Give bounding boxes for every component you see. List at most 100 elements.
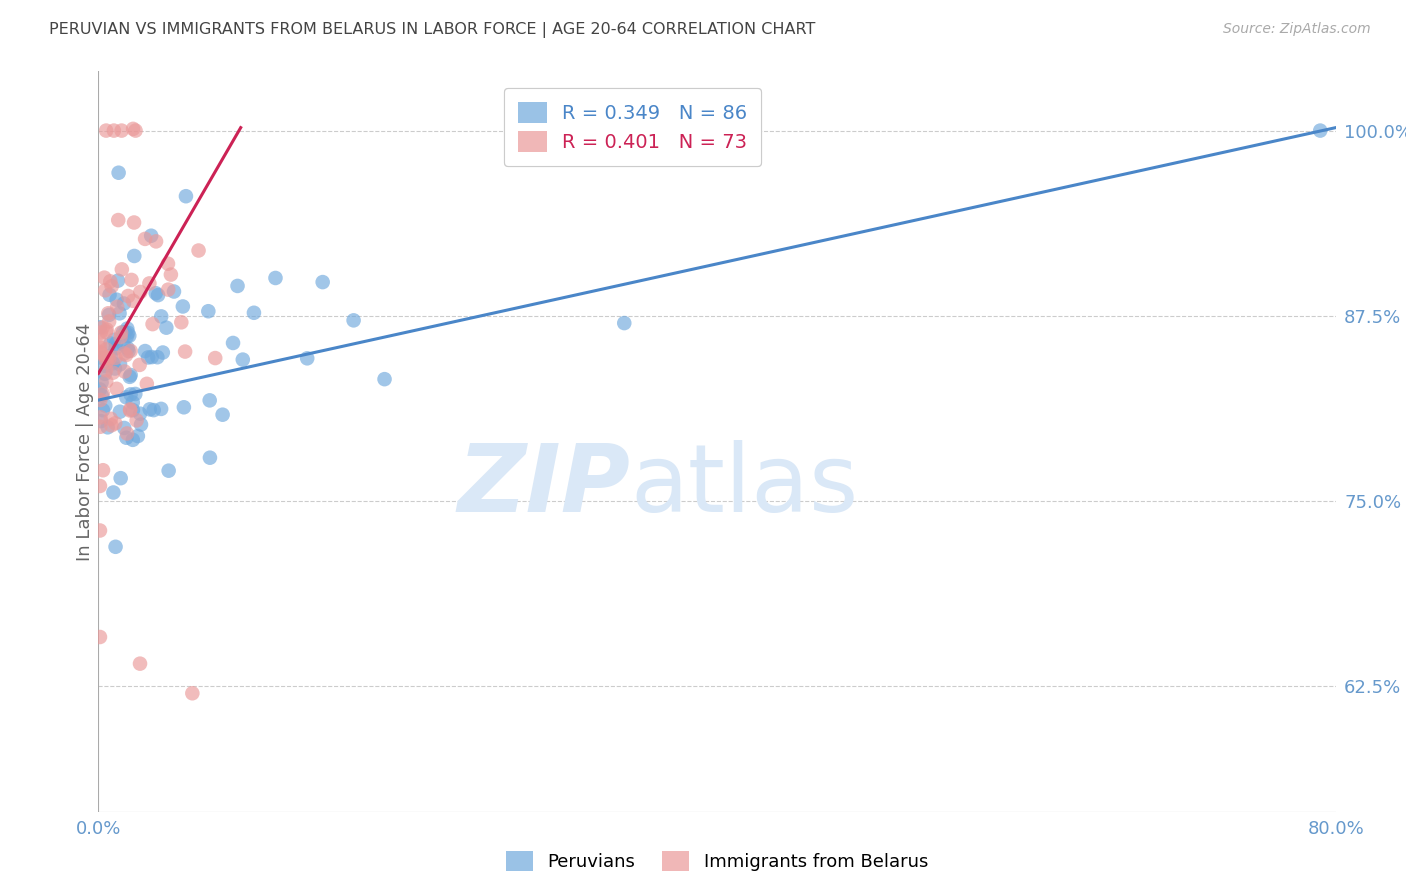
Point: [129, 417, 152, 432]
Point: [141, 228, 163, 243]
Point: [96, 351, 118, 365]
Point: [121, 433, 143, 447]
Text: atlas: atlas: [630, 440, 859, 532]
Point: [108, 306, 131, 320]
Point: [112, 296, 135, 310]
Point: [122, 215, 145, 229]
Point: [198, 450, 221, 465]
Text: ZIP: ZIP: [457, 440, 630, 532]
Point: [107, 274, 129, 288]
Point: [104, 417, 127, 431]
Point: [94, 359, 117, 373]
Point: [174, 189, 197, 203]
Point: [98, 308, 121, 322]
Point: [312, 275, 335, 289]
Point: [122, 403, 145, 417]
Point: [117, 344, 139, 359]
Point: [613, 316, 636, 330]
Point: [170, 315, 193, 329]
Point: [343, 313, 366, 327]
Point: [89, 630, 111, 644]
Point: [94, 363, 117, 377]
Point: [121, 395, 143, 409]
Point: [129, 285, 152, 299]
Point: [89, 410, 111, 425]
Point: [103, 123, 125, 137]
Point: [105, 382, 128, 396]
Point: [120, 402, 142, 417]
Point: [120, 343, 142, 358]
Point: [104, 341, 127, 355]
Point: [114, 364, 136, 378]
Point: [124, 249, 146, 263]
Point: [110, 471, 132, 485]
Point: [156, 257, 179, 271]
Point: [107, 213, 129, 227]
Point: [94, 351, 117, 365]
Point: [157, 283, 180, 297]
Point: [232, 352, 254, 367]
Point: [96, 343, 118, 357]
Point: [145, 286, 167, 301]
Point: [160, 268, 183, 282]
Point: [90, 347, 112, 361]
Text: Source: ZipAtlas.com: Source: ZipAtlas.com: [1223, 22, 1371, 37]
Point: [114, 326, 136, 340]
Point: [142, 317, 165, 331]
Point: [89, 320, 111, 334]
Point: [118, 369, 141, 384]
Point: [110, 330, 132, 344]
Point: [141, 350, 163, 364]
Point: [89, 392, 111, 407]
Point: [222, 335, 245, 350]
Point: [107, 166, 129, 180]
Point: [105, 300, 128, 314]
Point: [90, 376, 112, 390]
Point: [115, 329, 138, 343]
Point: [117, 326, 139, 340]
Point: [297, 351, 319, 366]
Point: [110, 326, 132, 340]
Point: [100, 279, 122, 293]
Point: [118, 328, 141, 343]
Point: [211, 408, 233, 422]
Point: [101, 356, 124, 370]
Point: [115, 348, 138, 362]
Point: [243, 306, 266, 320]
Point: [112, 421, 135, 435]
Point: [96, 325, 118, 339]
Point: [172, 300, 194, 314]
Point: [121, 273, 143, 287]
Point: [136, 351, 159, 365]
Point: [94, 283, 117, 297]
Point: [129, 407, 152, 421]
Point: [90, 389, 112, 403]
Point: [94, 367, 117, 381]
Point: [111, 262, 134, 277]
Point: [124, 387, 146, 401]
Point: [197, 304, 219, 318]
Point: [89, 419, 111, 434]
Point: [96, 375, 118, 389]
Point: [117, 341, 139, 355]
Point: [104, 361, 127, 376]
Point: [173, 401, 195, 415]
Point: [138, 402, 160, 417]
Point: [155, 320, 177, 334]
Point: [89, 334, 111, 349]
Point: [135, 376, 157, 391]
Point: [128, 358, 150, 372]
Point: [93, 270, 115, 285]
Point: [138, 277, 160, 291]
Point: [204, 351, 226, 365]
Point: [89, 479, 111, 493]
Point: [120, 403, 142, 417]
Point: [108, 405, 131, 419]
Point: [98, 287, 121, 301]
Point: [112, 337, 135, 351]
Point: [89, 341, 111, 355]
Point: [226, 279, 249, 293]
Point: [134, 344, 156, 359]
Point: [134, 232, 156, 246]
Point: [91, 386, 114, 401]
